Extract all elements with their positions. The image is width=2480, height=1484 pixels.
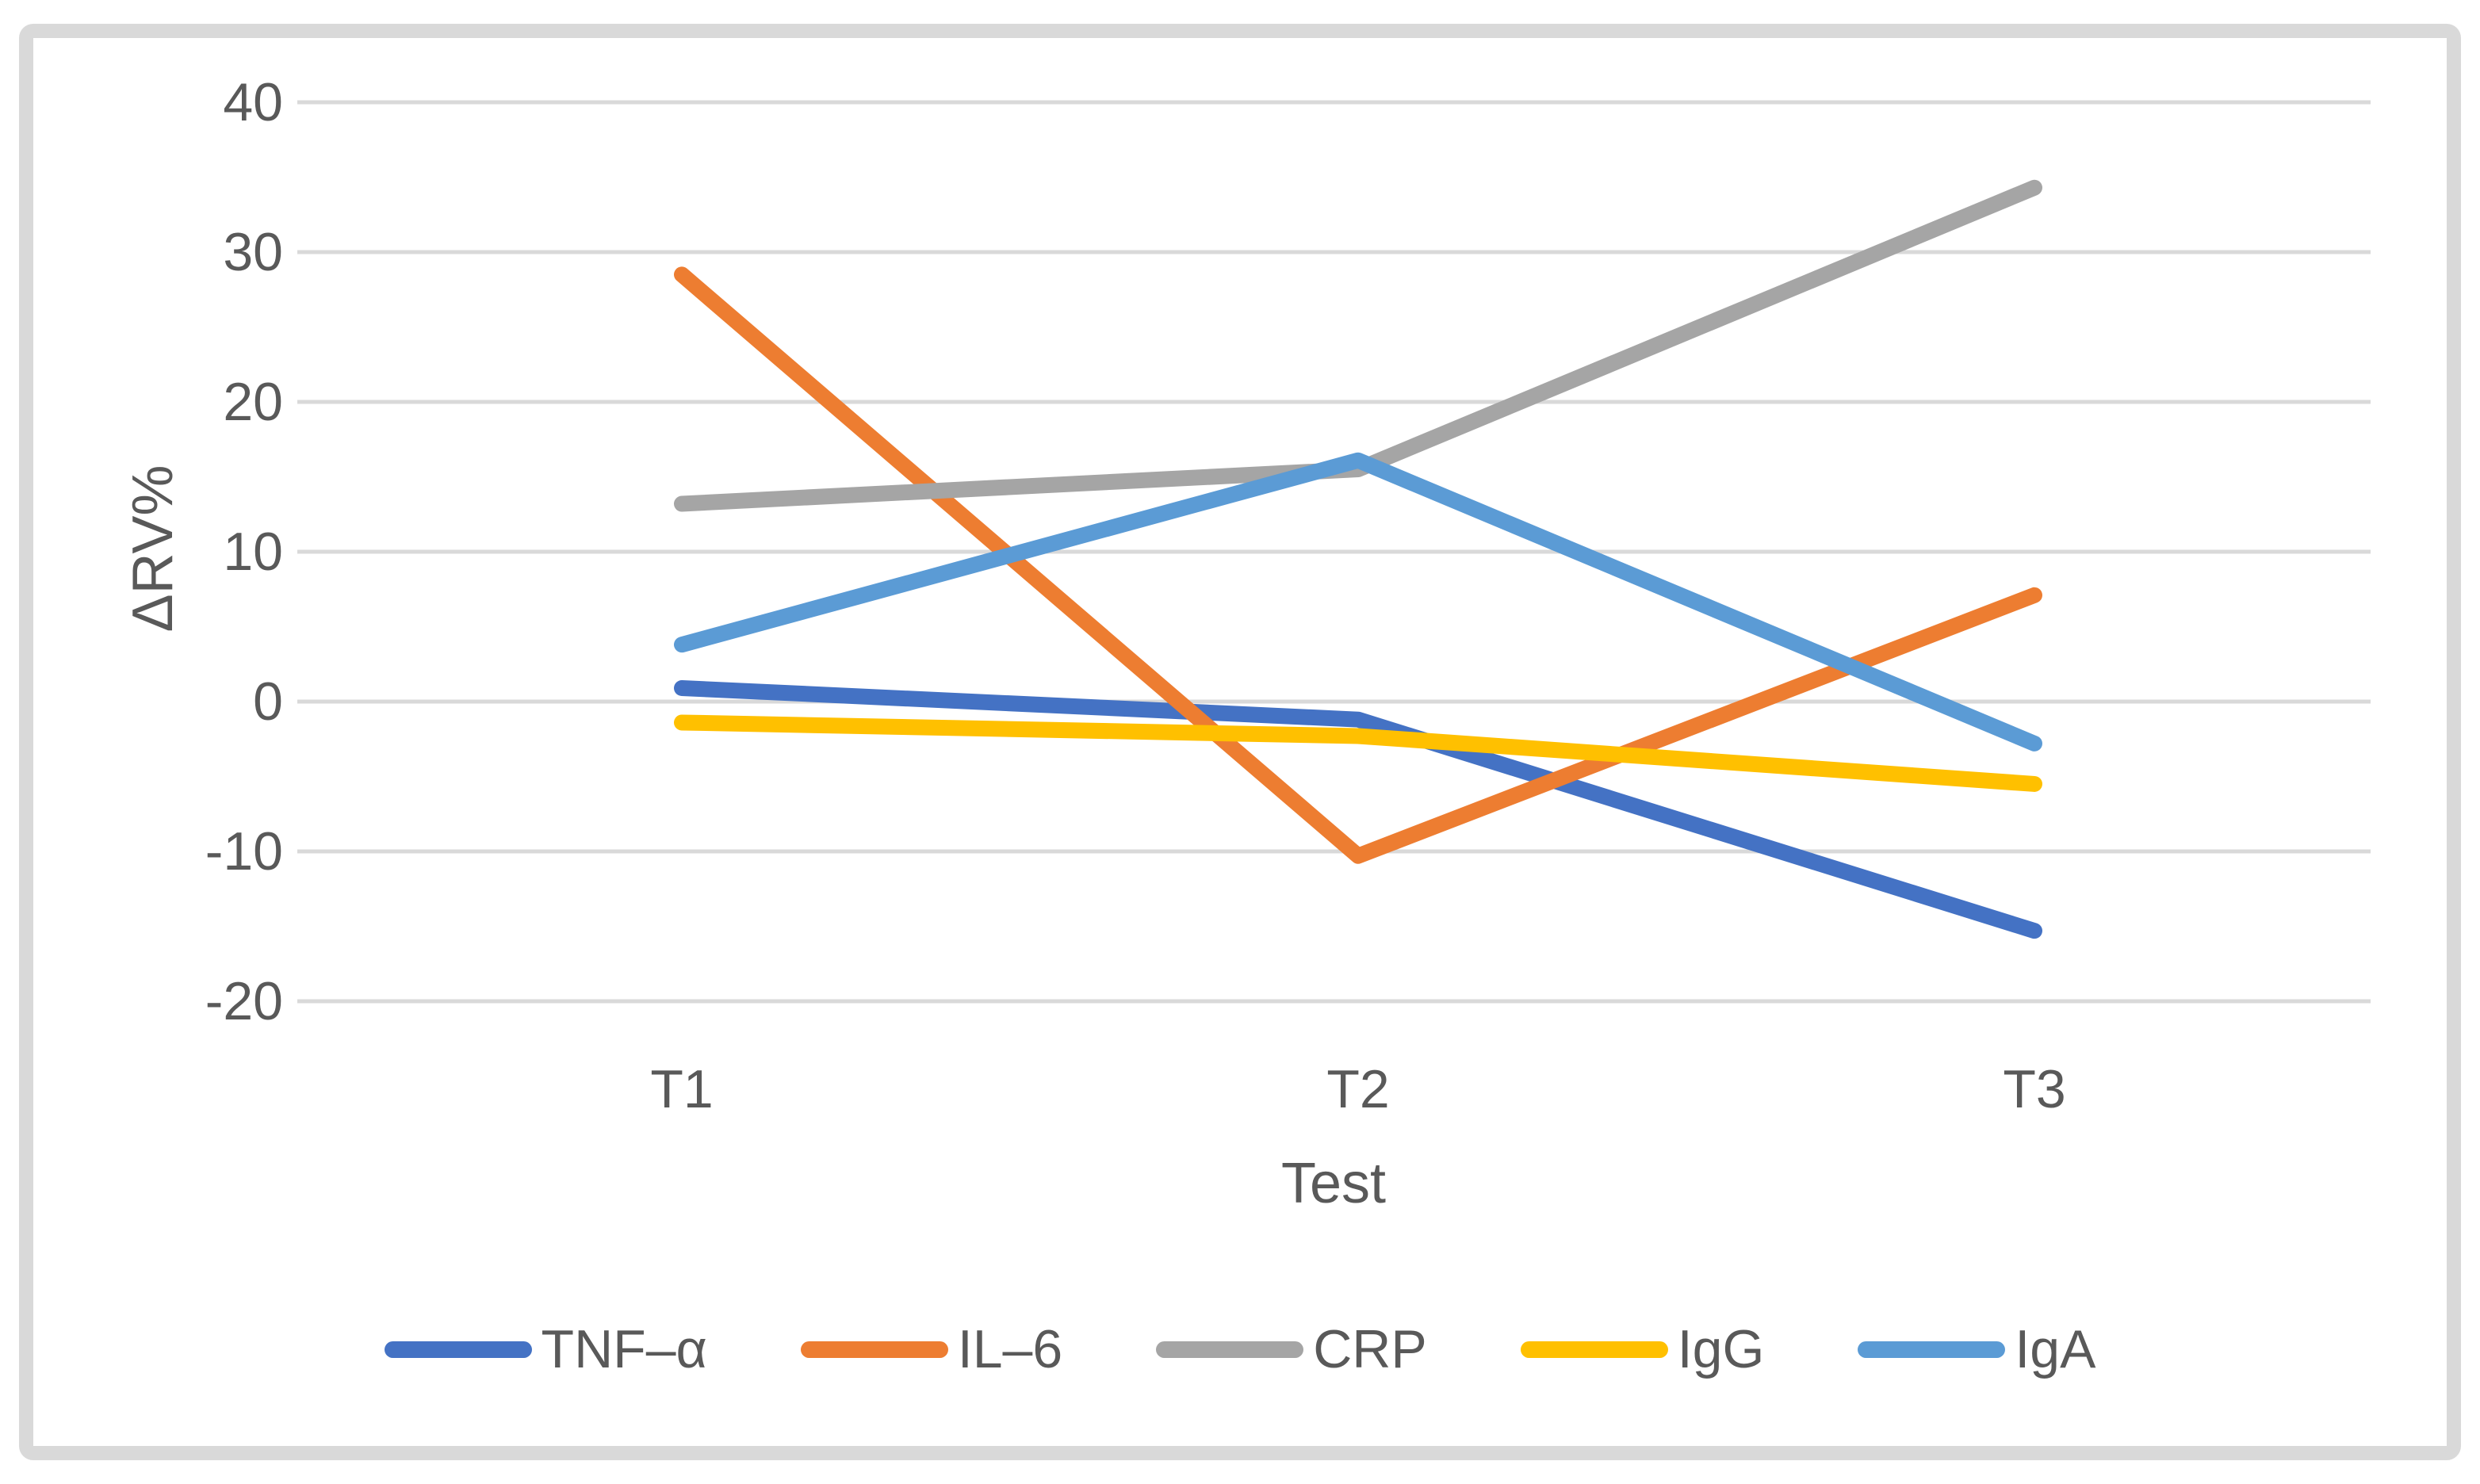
gridlines (297, 100, 2371, 1004)
y-tick-label: -20 (205, 971, 283, 1031)
legend-label-tnf: TNF–α (541, 1319, 707, 1379)
y-tick-label: 0 (253, 671, 283, 732)
y-axis-title: ΔRV% (121, 465, 185, 633)
y-tick-label: 20 (223, 372, 283, 432)
series-line-crp (674, 179, 2042, 512)
legend-item-crp: CRP (1156, 1318, 1427, 1381)
series-line-iga (674, 452, 2042, 752)
x-axis-title: Test (1280, 1152, 1387, 1215)
y-tick-label: 30 (223, 222, 283, 282)
legend-label-il-6: IL–6 (957, 1319, 1063, 1379)
legend-swatch-crp (1156, 1341, 1304, 1358)
x-tick-label-t3: T3 (2003, 1059, 2066, 1119)
series-line-igg (674, 714, 2042, 792)
y-tick-label: 40 (223, 72, 283, 132)
y-tick-label: 10 (223, 522, 283, 582)
legend-item-iga: IgA (1858, 1318, 2095, 1381)
legend-swatch-iga (1858, 1341, 2006, 1358)
legend-label-iga: IgA (2015, 1319, 2096, 1379)
legend-swatch-igg (1520, 1341, 1668, 1358)
x-tick-label-t1: T1 (650, 1059, 714, 1119)
chart-frame (19, 24, 2461, 1460)
series-line-tnf (674, 679, 2042, 939)
series-lines (674, 179, 2042, 939)
legend-item-igg: IgG (1520, 1318, 1765, 1381)
legend-item-il-6: IL–6 (800, 1318, 1063, 1381)
legend-swatch-il-6 (800, 1341, 948, 1358)
legend-swatch-tnf (384, 1341, 532, 1358)
legend-label-crp: CRP (1313, 1319, 1427, 1379)
legend-item-tnf: TNF–α (384, 1318, 707, 1381)
legend-label-igg: IgG (1677, 1319, 1765, 1379)
y-tick-label: -10 (205, 821, 283, 882)
series-line-il-6 (674, 266, 2042, 864)
legend: TNF–α IL–6 CRP IgG IgA (0, 1318, 2480, 1381)
x-tick-label-t2: T2 (1326, 1059, 1390, 1119)
